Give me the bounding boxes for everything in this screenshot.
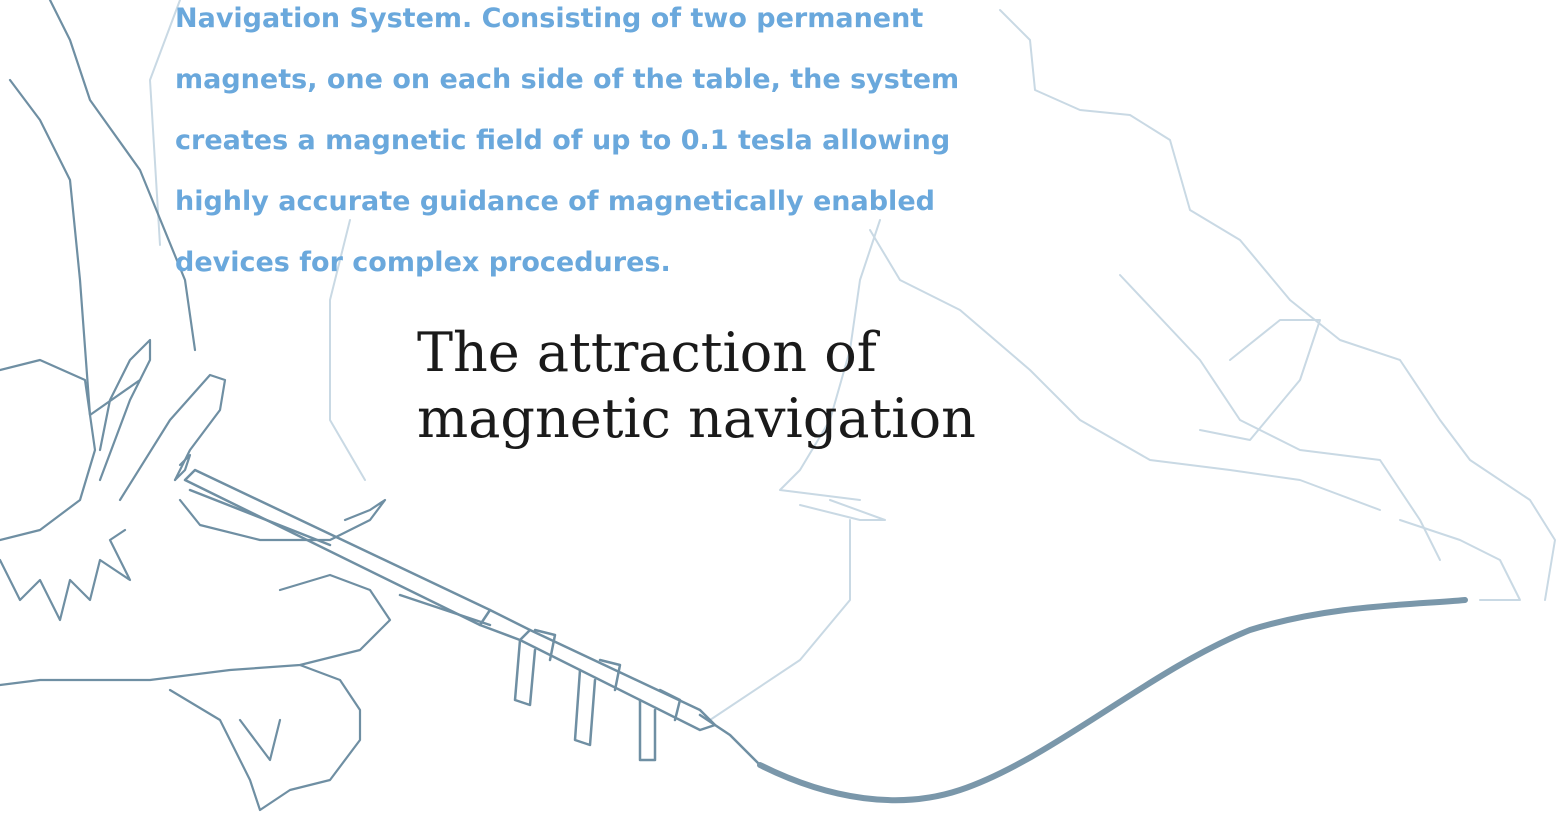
paragraph-line: Navigation System. Consisting of two per… [175,0,959,49]
heading-line: magnetic navigation [417,386,976,452]
heading: The attraction of magnetic navigation [417,320,976,452]
page: Navigation System. Consisting of two per… [0,0,1565,825]
syringe [185,470,760,765]
heading-line: The attraction of [417,320,976,386]
paragraph-line: highly accurate guidance of magnetically… [175,171,959,232]
paragraph-line: creates a magnetic field of up to 0.1 te… [175,110,959,171]
paragraph-line: magnets, one on each side of the table, … [175,49,959,110]
catheter [760,600,1465,800]
paragraph-line: devices for complex procedures. [175,232,959,293]
body-paragraph: Navigation System. Consisting of two per… [175,0,959,293]
